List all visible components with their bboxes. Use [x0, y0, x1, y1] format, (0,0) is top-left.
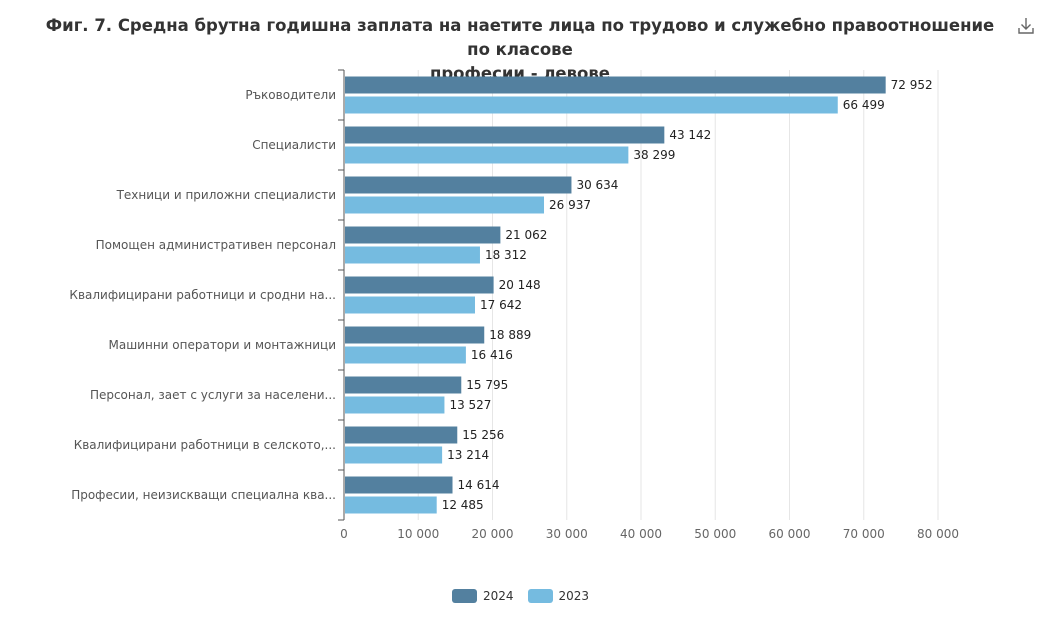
data-label-2023: 17 642: [480, 298, 522, 312]
data-label-2024: 21 062: [505, 228, 547, 242]
data-label-2024: 18 889: [489, 328, 531, 342]
x-tick-label: 80 000: [917, 527, 959, 541]
category-label: Ръководители: [245, 88, 336, 102]
category-label: Квалифицирани работници в селското,...: [74, 438, 336, 452]
bar-2023: [345, 246, 480, 264]
bar-2023: [345, 496, 437, 514]
bar-2024: [345, 226, 501, 244]
x-tick-label: 10 000: [397, 527, 439, 541]
download-icon[interactable]: [1014, 14, 1038, 38]
bar-2023: [345, 396, 445, 414]
category-label: Специалисти: [252, 138, 336, 152]
x-tick-label: 50 000: [694, 527, 736, 541]
bar-chart: 72 952 66 499 43 142 38 299 30 634 26 937 21 0…: [69, 69, 959, 541]
data-label-2024: 15 795: [466, 378, 508, 392]
data-label-2023: 38 299: [633, 148, 675, 162]
data-label-2024: 43 142: [669, 128, 711, 142]
legend-label-2024: 2024: [482, 589, 514, 603]
bar-2023: [345, 446, 443, 464]
data-label-2023: 13 527: [449, 398, 491, 412]
data-label-2023: 12 485: [442, 498, 484, 512]
bar-2024: [345, 476, 453, 494]
bar-2024: [345, 176, 572, 194]
bar-2023: [345, 146, 629, 164]
chart-title-line-1: Фиг. 7. Средна брутна годишна заплата на…: [45, 16, 995, 59]
x-tick-label: 40 000: [620, 527, 662, 541]
bars: 72 952 66 499 43 142 38 299 30 634 26 937 21 0…: [345, 76, 933, 514]
legend: 2024 2023: [0, 589, 1041, 603]
bar-2023: [345, 196, 545, 214]
data-label-2023: 26 937: [549, 198, 591, 212]
data-label-2023: 66 499: [843, 98, 885, 112]
bar-2024: [345, 76, 886, 94]
data-label-2024: 72 952: [891, 78, 933, 92]
category-label: Техници и приложни специалисти: [116, 188, 336, 202]
bar-2023: [345, 296, 475, 314]
legend-item-2024[interactable]: 2024: [451, 589, 514, 603]
data-label-2024: 20 148: [499, 278, 541, 292]
bar-2024: [345, 126, 665, 144]
legend-swatch-2023: [527, 589, 553, 603]
x-tick-label: 0: [340, 527, 348, 541]
legend-item-2023[interactable]: 2023: [527, 589, 590, 603]
x-tick-label: 60 000: [769, 527, 811, 541]
bar-2024: [345, 276, 494, 294]
data-label-2024: 14 614: [458, 478, 500, 492]
category-label: Машинни оператори и монтажници: [108, 338, 336, 352]
category-label: Квалифицирани работници и сродни на...: [69, 288, 336, 302]
data-label-2024: 30 634: [576, 178, 618, 192]
x-tick-label: 20 000: [472, 527, 514, 541]
x-tick-label: 30 000: [546, 527, 588, 541]
bar-2024: [345, 326, 485, 344]
bar-2023: [345, 96, 838, 114]
category-label: Професии, неизискващи специална ква...: [71, 488, 336, 502]
x-tick-label: 70 000: [843, 527, 885, 541]
grid-lines: [417, 70, 939, 520]
data-label-2023: 18 312: [485, 248, 527, 262]
category-label: Персонал, зает с услуги за населени...: [90, 388, 336, 402]
bar-2023: [345, 346, 466, 364]
data-label-2023: 13 214: [447, 448, 489, 462]
legend-swatch-2024: [451, 589, 477, 603]
legend-label-2023: 2023: [558, 589, 590, 603]
bar-2024: [345, 376, 462, 394]
axes: 0 10 000 20 000 30 000 40 000 50 000 60 000 70 …: [69, 69, 959, 541]
bar-2024: [345, 426, 458, 444]
data-label-2023: 16 416: [471, 348, 513, 362]
category-label: Помощен административен персонал: [96, 238, 336, 252]
data-label-2024: 15 256: [462, 428, 504, 442]
